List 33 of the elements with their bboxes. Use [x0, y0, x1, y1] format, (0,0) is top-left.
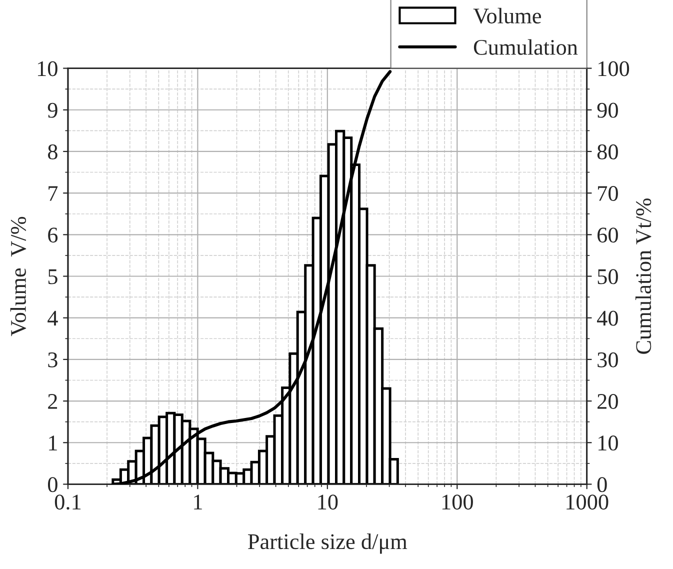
y2-tick-label: 0	[597, 477, 607, 492]
y2-tick-label: 70	[598, 186, 618, 201]
legend-label: Volume	[473, 8, 541, 24]
x-tick-label: 100	[442, 494, 473, 510]
y-tick-label: 9	[48, 102, 58, 118]
y2-tick-label: 30	[598, 352, 618, 368]
y-tick-label: 0	[48, 477, 58, 492]
y-tick-label: 7	[48, 186, 58, 201]
y2-tick-label: 40	[597, 310, 618, 326]
x-axis-title: Particle size d/μm	[248, 534, 408, 554]
y-tick-label: 4	[48, 310, 58, 326]
y-axis-title: Volume V/%	[10, 216, 26, 336]
x-tick-label: 1	[194, 494, 202, 510]
x-tick-label: 0.1	[54, 494, 81, 510]
y-tick-label: 1	[49, 436, 57, 450]
legend-label: Cumulation	[474, 39, 578, 55]
y2-tick-label: 90	[597, 102, 618, 118]
y-tick-label: 5	[48, 269, 58, 284]
y-tick-label: 8	[48, 144, 58, 160]
y2-tick-label: 10	[598, 436, 618, 451]
y2-tick-label: 60	[598, 228, 618, 243]
y2-tick-label: 100	[598, 61, 630, 76]
x-tick-label: 1000	[566, 494, 608, 510]
y2-tick-label: 50	[598, 269, 618, 284]
y-tick-label: 6	[48, 228, 58, 243]
line-series	[111, 70, 392, 484]
y2-tick-label: 20	[598, 394, 618, 409]
x-tick-label: 10	[318, 494, 338, 510]
y-tick-label: 10	[38, 61, 58, 76]
y-tick-label: 2	[48, 394, 58, 409]
y-tick-label: 3	[48, 352, 58, 368]
y2-axis-title: Cumulation Vt/%	[635, 198, 652, 354]
y2-tick-label: 80	[597, 144, 618, 160]
